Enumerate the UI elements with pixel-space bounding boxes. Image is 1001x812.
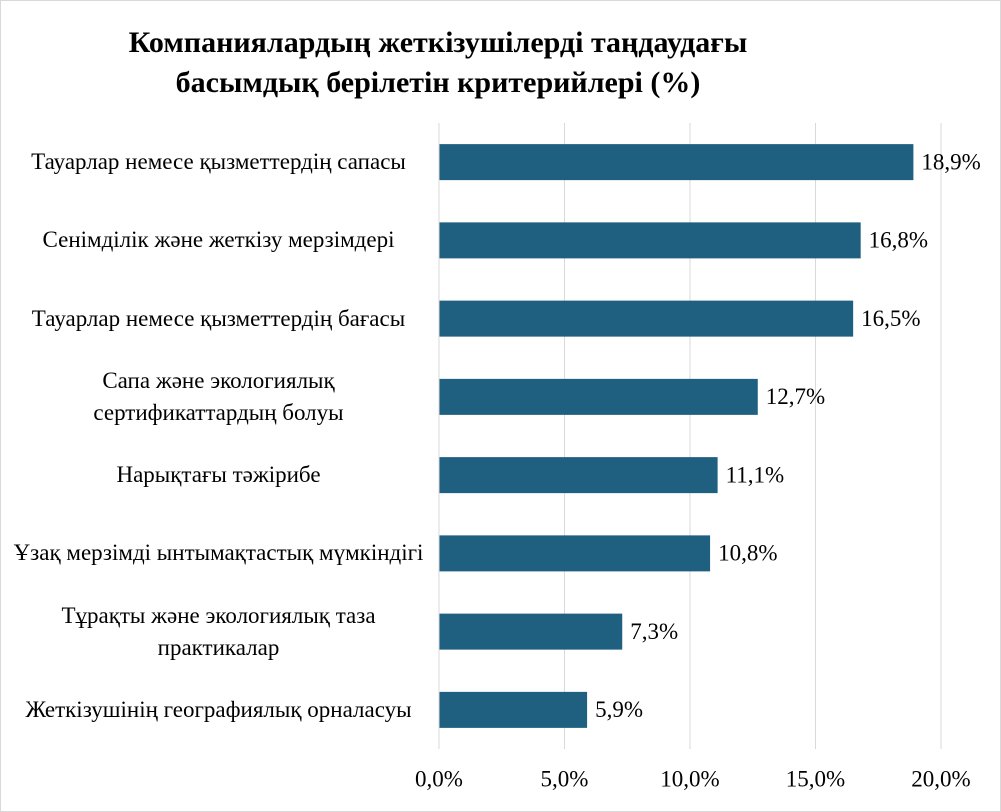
chart-title: Компаниялардың жеткізушілерді таңдаудағы… [128,26,748,99]
x-tick-label: 10,0% [660,766,719,791]
bar [439,378,758,415]
bar [439,691,588,728]
bar [439,222,861,259]
bar [439,613,623,650]
data-label: 18,9% [921,149,980,174]
y-tick-label: Нарықтағы тәжірибе [116,462,321,488]
x-tick-label: 20,0% [911,766,970,791]
bar [439,144,914,181]
x-tick-label: 15,0% [786,766,845,791]
data-label: 7,3% [630,619,678,644]
data-label: 5,9% [595,697,643,722]
data-label: 11,1% [726,462,785,487]
bar [439,535,711,572]
y-tick-label: Тұрақты және экологиялық таза практикала… [61,602,376,660]
y-tick-label: Жеткізушінің географиялық орналасуы [25,696,412,722]
x-tick-label: 0,0% [415,766,463,791]
data-label: 16,5% [861,306,920,331]
y-tick-label: Тауарлар немесе қызметтердің бағасы [31,305,406,331]
bar [439,300,854,337]
x-tick-label: 5,0% [541,766,589,791]
data-label: 12,7% [766,384,825,409]
y-tick-label: Сапа және экологиялық сертификаттардың б… [93,367,344,425]
y-tick-label: Ұзақ мерзімді ынтымақтастық мүмкіндігі [13,540,424,566]
y-tick-label: Сенімділік және жеткізу мерзімдері [42,227,395,253]
bar [439,457,718,494]
y-tick-label: Тауарлар немесе қызметтердің сапасы [31,149,406,175]
data-label: 10,8% [718,541,777,566]
data-label: 16,8% [869,228,928,253]
